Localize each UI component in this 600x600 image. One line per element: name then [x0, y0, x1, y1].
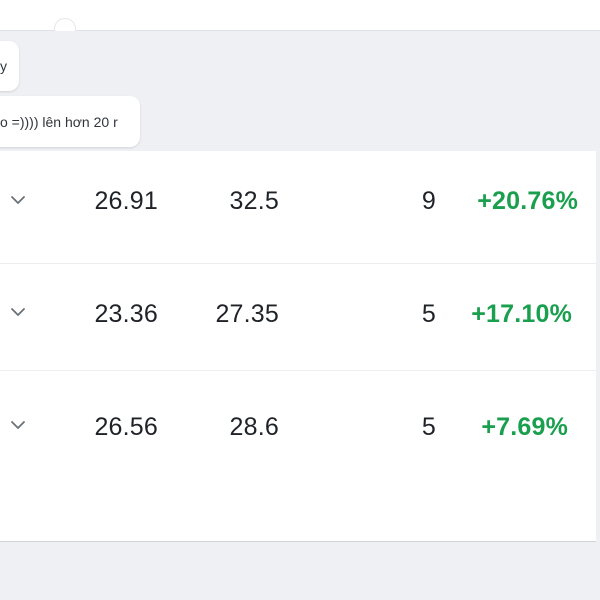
- count: 9: [421, 187, 436, 215]
- table-row[interactable]: 26.56 28.6 5 +7.69%: [0, 371, 596, 484]
- table-row[interactable]: 23.36 27.35 5 +17.10%: [0, 258, 596, 371]
- count: 5: [421, 300, 436, 328]
- scroll-edge: [596, 31, 600, 543]
- value-a: 26.91: [94, 187, 158, 215]
- results-table: 26.91 32.5 9 +20.76% 23.36 27.35 5 +17.1…: [0, 151, 596, 542]
- percent-change: +17.10%: [471, 300, 572, 328]
- value-b: 32.5: [229, 187, 279, 215]
- table-row[interactable]: 26.91 32.5 9 +20.76%: [0, 151, 596, 264]
- value-b: 27.35: [215, 300, 279, 328]
- chat-bubble-text: o =)))) lên hơn 20 r: [0, 113, 118, 130]
- chat-bubble: y: [0, 41, 19, 91]
- chat-bubble-text: y: [0, 58, 7, 74]
- chat-area: y o =)))) lên hơn 20 r: [0, 31, 600, 151]
- value-a: 23.36: [94, 300, 158, 328]
- percent-change: +7.69%: [481, 413, 568, 441]
- chat-bubble: o =)))) lên hơn 20 r: [0, 96, 140, 147]
- chevron-down-icon[interactable]: [9, 303, 27, 321]
- bottom-bar: [0, 543, 600, 600]
- count: 5: [421, 413, 436, 441]
- top-bar: [0, 0, 600, 40]
- chevron-down-icon[interactable]: [9, 416, 27, 434]
- chevron-down-icon[interactable]: [9, 191, 27, 209]
- value-b: 28.6: [229, 413, 279, 441]
- percent-change: +20.76%: [477, 187, 578, 215]
- value-a: 26.56: [94, 413, 158, 441]
